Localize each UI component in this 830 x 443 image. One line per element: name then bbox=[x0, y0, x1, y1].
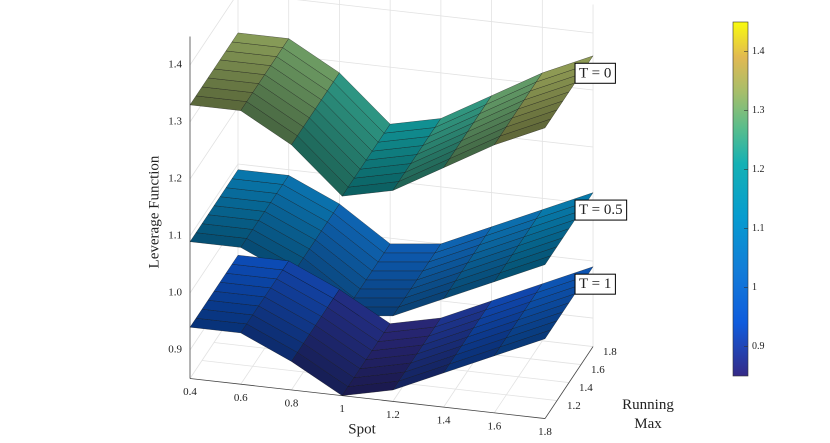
z-tick-label: 1.0 bbox=[168, 287, 182, 299]
colorbar-tick-label: 0.9 bbox=[752, 341, 765, 352]
x-tick-label: 0.4 bbox=[183, 386, 197, 398]
surface-strip bbox=[291, 289, 391, 396]
label-box bbox=[574, 273, 616, 295]
colorbar bbox=[732, 21, 749, 377]
x-axis-label: Spot bbox=[348, 421, 376, 437]
z-tick-label: 1.1 bbox=[168, 230, 182, 242]
y-tick-label: 1.8 bbox=[603, 346, 617, 358]
surface-strip bbox=[240, 38, 340, 146]
colorbar-tick-label: 1.3 bbox=[752, 105, 765, 116]
z-tick-label: 1.2 bbox=[168, 173, 182, 185]
surface-patch bbox=[377, 252, 436, 263]
surface-patch bbox=[383, 243, 442, 254]
x-tick-label: 0.6 bbox=[234, 392, 248, 404]
surface-strip bbox=[493, 192, 594, 283]
colorbar-tick-label: 1.2 bbox=[752, 164, 765, 175]
z-axis-label: Leverage Function bbox=[146, 155, 162, 268]
x-tick-label: 1.6 bbox=[487, 420, 501, 432]
surface-strip bbox=[392, 226, 492, 317]
y-tick-label: 1.6 bbox=[591, 364, 605, 376]
surface-patch bbox=[371, 261, 430, 272]
x-tick-label: 1.8 bbox=[538, 426, 552, 438]
surface-patch bbox=[359, 279, 418, 290]
surface-strip bbox=[291, 72, 391, 197]
y-axis-label: Running Max bbox=[622, 397, 674, 432]
surface-patch bbox=[535, 192, 594, 220]
surface-strip bbox=[443, 72, 543, 169]
axis-line bbox=[189, 378, 546, 419]
surface-strip bbox=[392, 95, 493, 191]
surface-strip bbox=[443, 283, 543, 374]
x-tick-label: 1.4 bbox=[437, 415, 451, 427]
x-tick-label: 1 bbox=[339, 403, 345, 415]
series-label: T = 0.5 bbox=[579, 202, 623, 218]
x-tick-label: 1.2 bbox=[386, 409, 400, 421]
axis-line bbox=[544, 346, 594, 419]
surface-strip bbox=[493, 266, 594, 357]
x-tick-label: 0.8 bbox=[285, 397, 299, 409]
surface-strip bbox=[240, 260, 340, 362]
series-label: T = 0 bbox=[579, 65, 611, 81]
surface-strip bbox=[341, 317, 442, 396]
z-tick-label: 0.9 bbox=[168, 344, 182, 356]
label-box bbox=[574, 199, 628, 221]
surface-strip bbox=[189, 255, 289, 334]
series-label: T = 1 bbox=[579, 276, 611, 292]
y-tick-label: 1.2 bbox=[567, 400, 581, 412]
colorbar-tick-label: 1 bbox=[752, 282, 757, 293]
grid-line bbox=[189, 0, 594, 66]
surface-strip bbox=[341, 118, 442, 197]
surface-patch bbox=[535, 266, 594, 294]
z-tick-label: 1.3 bbox=[168, 116, 182, 128]
surface-strip bbox=[341, 243, 442, 317]
surface-strip bbox=[443, 209, 543, 300]
surface-strip bbox=[493, 55, 594, 146]
z-tick-label: 1.4 bbox=[168, 59, 182, 71]
surface-strip bbox=[189, 32, 289, 111]
y-tick-label: 1.4 bbox=[579, 382, 593, 394]
colorbar-tick-label: 1.1 bbox=[752, 223, 765, 234]
surface-patch bbox=[353, 288, 412, 299]
surface-patch bbox=[365, 270, 424, 281]
surface-strip bbox=[392, 300, 492, 391]
label-box bbox=[574, 62, 616, 84]
surface-patch bbox=[535, 55, 594, 83]
surface-strip bbox=[189, 169, 289, 248]
colorbar-tick-label: 1.4 bbox=[752, 46, 765, 57]
